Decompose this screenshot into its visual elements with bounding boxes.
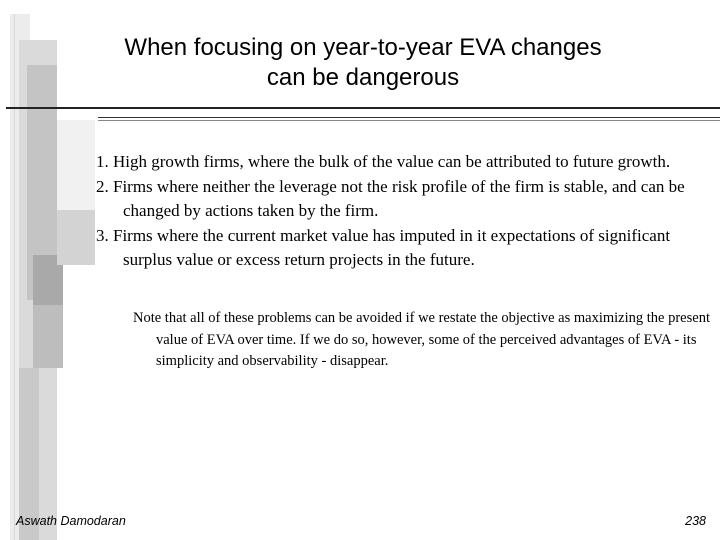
note-paragraph: Note that all of these problems can be a… — [133, 310, 710, 369]
slide-title: When focusing on year-to-year EVA change… — [40, 33, 686, 93]
page-number: 238 — [685, 514, 706, 528]
title-divider — [6, 107, 720, 109]
point-item-2: 2. Firms where neither the leverage not … — [96, 176, 685, 221]
point-item-3: 3. Firms where the current market value … — [96, 225, 671, 270]
decorative-block-right-b — [57, 210, 95, 265]
point-item-1: 1. High growth firms, where the bulk of … — [96, 152, 671, 171]
slide-title-line-1: When focusing on year-to-year EVA change… — [124, 34, 602, 61]
decorative-bar-long — [19, 368, 39, 540]
point-list: 1. High growth firms, where the bulk of … — [96, 150, 696, 273]
decorative-block-lower — [33, 305, 63, 368]
slide-title-line-2: can be dangerous — [266, 64, 460, 91]
footer-author: Aswath Damodaran — [16, 514, 126, 528]
content-divider-secondary — [98, 120, 720, 121]
decorative-block-right — [57, 120, 95, 215]
content-divider — [98, 117, 720, 118]
decorative-bar-thin-line — [14, 14, 15, 540]
